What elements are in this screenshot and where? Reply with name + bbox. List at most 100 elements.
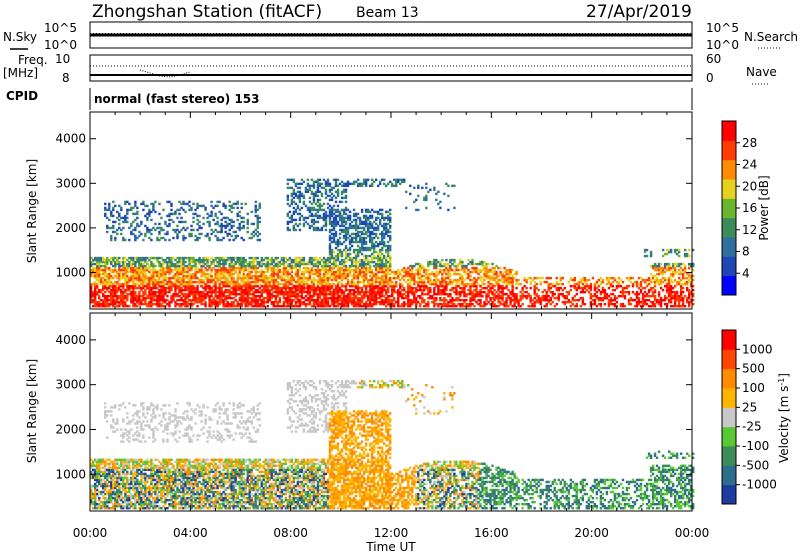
data-cell: [240, 302, 243, 306]
data-cell: [182, 208, 185, 212]
data-cell: [126, 294, 129, 298]
data-cell: [190, 298, 193, 302]
data-cell: [172, 282, 175, 286]
data-cell: [144, 214, 147, 218]
data-cell: [244, 258, 247, 262]
data-cell: [338, 236, 342, 240]
data-cell: [130, 270, 133, 274]
data-cell: [154, 270, 157, 274]
data-cell: [298, 228, 302, 232]
data-cell: [196, 204, 199, 208]
data-cell: [242, 278, 245, 282]
data-cell: [138, 298, 141, 302]
data-cell: [218, 276, 221, 280]
data-cell: [296, 270, 300, 274]
data-cell: [150, 278, 153, 282]
data-cell: [296, 294, 300, 298]
data-cell: [96, 274, 99, 278]
data-cell: [254, 304, 257, 308]
data-cell: [176, 224, 179, 228]
data-cell: [200, 274, 203, 278]
data-cell: [144, 302, 147, 306]
data-cell: [140, 280, 143, 284]
data-cell: [184, 298, 187, 302]
data-cell: [156, 236, 159, 240]
data-cell: [433, 186, 436, 190]
data-cell: [192, 202, 195, 206]
data-cell: [296, 190, 300, 194]
data-cell: [104, 290, 107, 294]
data-cell: [244, 276, 247, 280]
data-cell: [90, 286, 93, 290]
data-cell: [395, 280, 398, 284]
data-cell: [272, 286, 276, 290]
data-cell: [216, 230, 219, 234]
data-cell: [256, 302, 259, 306]
data-cell: [294, 262, 298, 266]
data-cell: [110, 284, 113, 288]
data-cell: [138, 270, 141, 274]
data-cell: [242, 220, 245, 224]
freq-label: Freq.: [18, 53, 48, 67]
data-cell: [210, 288, 213, 292]
data-cell: [296, 276, 300, 280]
data-cell: [282, 290, 286, 294]
data-cell: [250, 222, 253, 226]
data-cell: [108, 268, 111, 272]
data-cell: [208, 294, 211, 298]
data-cell: [108, 266, 111, 270]
data-cell: [224, 266, 227, 270]
data-cell: [198, 224, 201, 228]
data-cell: [114, 290, 117, 294]
data-cell: [196, 276, 199, 280]
data-cell: [108, 294, 111, 298]
data-cell: [200, 290, 203, 294]
data-cell: [92, 300, 95, 304]
data-cell: [196, 202, 199, 206]
data-cell: [118, 262, 121, 266]
data-cell: [190, 268, 193, 272]
data-cell: [274, 278, 278, 282]
data-cell: [244, 284, 247, 288]
data-cell: [160, 272, 163, 276]
data-cell: [250, 232, 253, 236]
data-cell: [112, 226, 115, 230]
data-cell: [118, 284, 121, 288]
data-cell: [260, 290, 263, 294]
data-cell: [290, 294, 294, 298]
data-cell: [286, 290, 290, 294]
data-cell: [120, 228, 123, 232]
data-cell: [112, 268, 115, 272]
data-cell: [180, 298, 183, 302]
data-cell: [132, 232, 135, 236]
data-cell: [260, 256, 263, 260]
data-cell: [110, 238, 113, 242]
data-cell: [118, 274, 121, 278]
data-cell: [106, 208, 109, 212]
data-cell: [232, 286, 235, 290]
data-cell: [198, 258, 201, 262]
data-cell: [110, 260, 113, 264]
data-cell: [274, 300, 278, 304]
data-cell: [98, 278, 101, 282]
data-cell: [146, 304, 149, 308]
data-cell: [244, 296, 247, 300]
nsky-label: N.Sky: [3, 30, 37, 44]
data-cell: [220, 290, 223, 294]
data-cell: [158, 212, 161, 216]
data-cell: [224, 284, 227, 288]
data-cell: [108, 272, 111, 276]
data-cell: [238, 228, 241, 232]
data-cell: [116, 280, 119, 284]
data-cell: [282, 266, 286, 270]
data-cell: [296, 212, 300, 216]
data-cell: [262, 302, 265, 306]
data-cell: [152, 202, 155, 206]
data-cell: [224, 206, 227, 210]
data-cell: [240, 258, 243, 262]
data-cell: [132, 296, 135, 300]
data-cell: [380, 208, 384, 212]
data-cell: [208, 304, 211, 308]
data-cell: [250, 256, 253, 260]
data-cell: [260, 294, 263, 298]
